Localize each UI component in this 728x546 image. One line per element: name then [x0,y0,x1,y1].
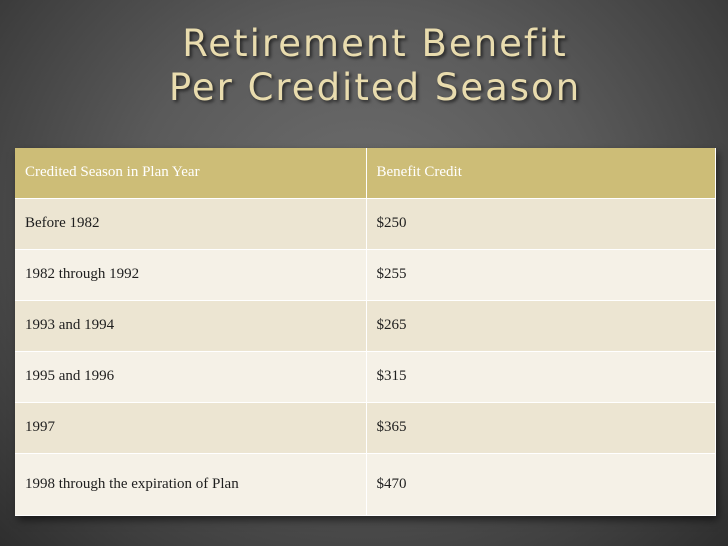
row-season-cell: 1995 and 1996 [15,351,367,403]
row-season-cell: 1997 [15,402,367,454]
row-season-cell: 1998 through the expiration of Plan [15,453,367,516]
table-row: 1997 $365 [15,402,716,454]
table-row: 1982 through 1992 $255 [15,249,716,301]
table-row: Before 1982 $250 [15,198,716,250]
row-season-cell: 1993 and 1994 [15,300,367,352]
row-credit-cell: $470 [366,453,716,516]
benefit-table: Credited Season in Plan Year Benefit Cre… [15,148,716,516]
row-season-cell: Before 1982 [15,198,367,250]
header-benefit-credit: Benefit Credit [366,148,716,199]
row-credit-cell: $315 [366,351,716,403]
slide-title-line-1: Retirement Benefit [182,22,568,65]
row-credit-cell: $255 [366,249,716,301]
table-header-row: Credited Season in Plan Year Benefit Cre… [15,148,716,199]
table-row: 1993 and 1994 $265 [15,300,716,352]
row-credit-cell: $250 [366,198,716,250]
row-credit-cell: $265 [366,300,716,352]
benefit-table-container: Credited Season in Plan Year Benefit Cre… [15,148,716,516]
slide-title: Retirement Benefit Per Credited Season [140,22,610,110]
slide-title-line-2: Per Credited Season [168,66,582,109]
table-row: 1998 through the expiration of Plan $470 [15,453,716,516]
row-season-cell: 1982 through 1992 [15,249,367,301]
table-row: 1995 and 1996 $315 [15,351,716,403]
header-credited-season: Credited Season in Plan Year [15,148,367,199]
row-credit-cell: $365 [366,402,716,454]
